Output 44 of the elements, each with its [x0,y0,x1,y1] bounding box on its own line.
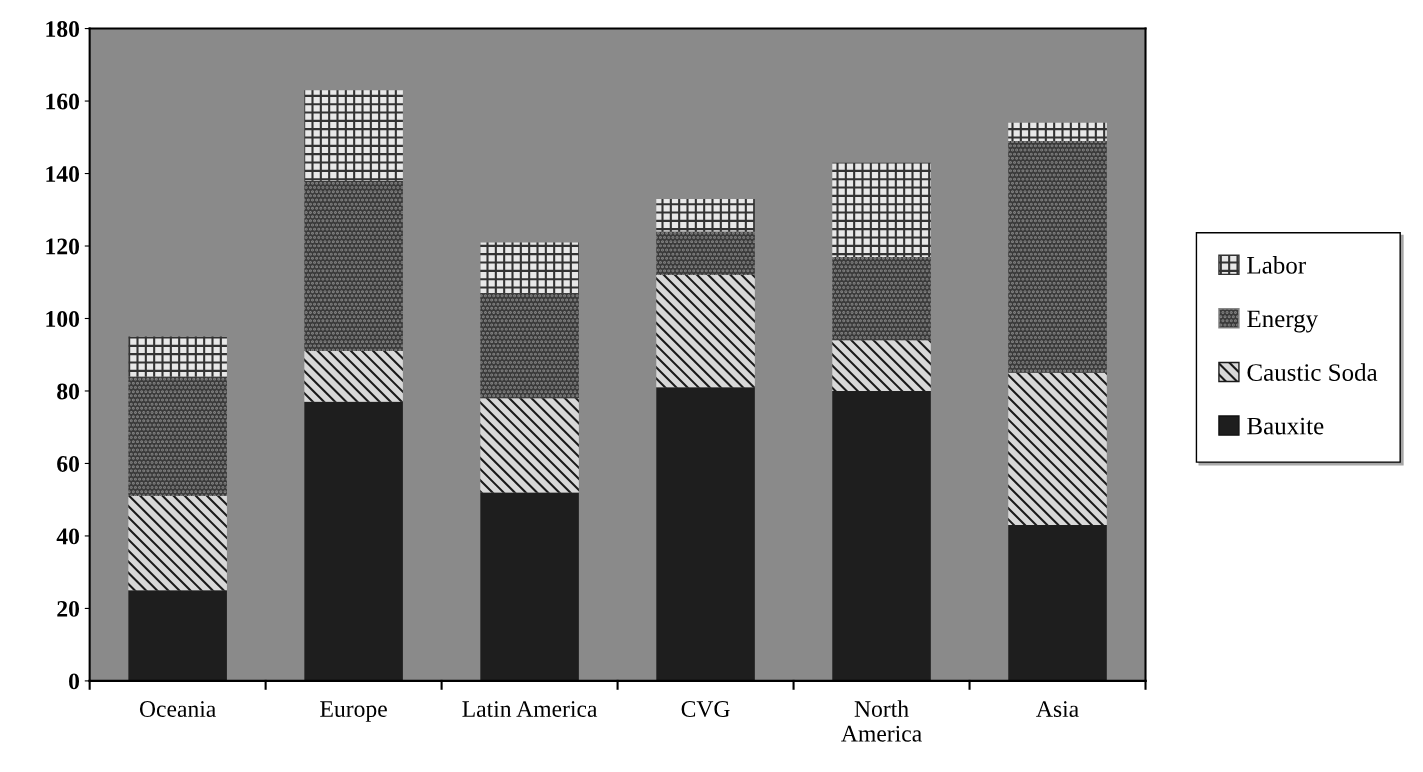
legend-label: Labor [1247,256,1306,274]
bar [128,590,227,681]
bar [128,336,227,377]
bar [128,496,227,591]
bar [1008,140,1107,373]
x-tick-label: Latin America [462,701,598,717]
bar [480,492,579,681]
bar [480,242,579,294]
bar [128,376,227,497]
bar [1008,122,1107,141]
y-tick-label: 40 [56,528,80,545]
x-tick-label: North America [841,700,922,742]
bar [304,351,403,402]
y-tick-label: 100 [46,310,80,327]
y-tick-label: 0 [69,673,80,690]
bar [480,398,579,493]
y-tick-label: 120 [46,238,80,255]
x-tick-label: Europe [320,701,387,722]
bar [832,162,931,257]
bar [1008,372,1107,526]
y-tick-label: 20 [57,600,80,617]
bar [656,387,755,681]
bar [304,401,403,681]
bar [304,180,403,352]
bar [832,256,931,341]
y-tick-label: 180 [46,21,80,37]
legend-label: Energy [1247,310,1319,333]
legend-label: Bauxite [1247,417,1324,435]
y-tick-label: 140 [46,166,80,182]
x-tick-label: Asia [1036,701,1079,717]
bar [1008,525,1107,681]
bar [656,198,755,232]
y-tick-label: 60 [57,455,80,472]
bar [480,293,579,399]
bar [656,275,755,388]
y-tick-label: 160 [46,93,80,110]
bar [656,231,755,275]
bar [832,390,931,681]
bar [832,340,931,391]
y-tick-label: 80 [57,383,80,400]
legend-label: Caustic Soda [1247,363,1378,381]
x-tick-label: Oceania [139,701,216,717]
x-tick-label: CVG [681,701,730,718]
bar [304,90,403,181]
